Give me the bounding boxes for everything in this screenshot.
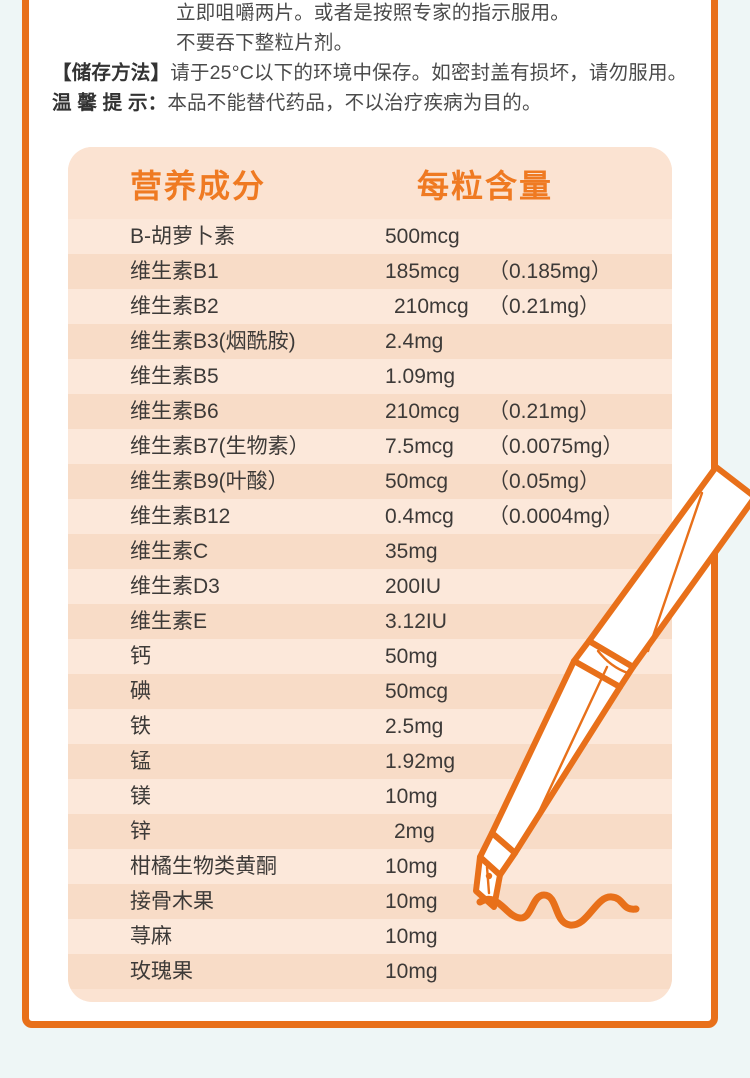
nutrient-name: 玫瑰果 <box>130 960 193 983</box>
table-row: 锰 1.92mg <box>68 744 672 779</box>
instruction-line-1: 立即咀嚼两片。或者是按照专家的指示服用。 <box>176 2 571 24</box>
nutrient-name: B-胡萝卜素 <box>130 225 235 248</box>
nutrient-name: 维生素C <box>130 540 209 563</box>
storage-text: 请于25°C以下的环境中保存。如密封盖有损坏，请勿服用。 <box>170 62 688 84</box>
nutrient-name: 锌 <box>130 820 151 843</box>
nutrient-name: 铁 <box>130 715 151 738</box>
nutrient-name: 维生素B2 <box>130 295 219 318</box>
nutrient-name: 接骨木果 <box>130 890 214 913</box>
nutrient-name: 钙 <box>130 645 151 668</box>
table-row: 荨麻 10mg <box>68 919 672 954</box>
table-row: 柑橘生物类黄酮 10mg <box>68 849 672 884</box>
nutrient-amount-converted: （0.21mg） <box>488 400 601 423</box>
nutrient-name: 维生素B12 <box>130 505 231 528</box>
table-row: 维生素B1 185mcg （0.185mg） <box>68 254 672 289</box>
table-row: 镁 10mg <box>68 779 672 814</box>
table-row: 维生素B12 0.4mcg （0.0004mg） <box>68 499 672 534</box>
column-header-amount: 每粒含量 <box>417 168 554 204</box>
nutrient-amount: 185mcg <box>385 260 460 283</box>
nutrient-amount: 200IU <box>385 575 442 598</box>
nutrient-name: 维生素B9(叶酸） <box>130 470 289 493</box>
nutrient-amount: 10mg <box>385 890 438 913</box>
tip-text: 本品不能替代药品，不以治疗疾病为目的。 <box>167 92 542 114</box>
table-row: 维生素C 35mg <box>68 534 672 569</box>
storage-line: 【储存方法】请于25°C以下的环境中保存。如密封盖有损坏，请勿服用。 <box>28 58 718 88</box>
instruction-line-2: 不要吞下整粒片剂。 <box>176 32 354 54</box>
nutrient-amount: 2.5mg <box>385 715 444 738</box>
nutrient-name: 锰 <box>130 750 151 773</box>
nutrient-amount: 10mg <box>385 960 438 983</box>
nutrient-amount: 500mcg <box>385 225 460 248</box>
storage-label: 【储存方法】 <box>52 62 171 84</box>
nutrient-amount: 2.4mg <box>385 330 444 353</box>
nutrient-name: 维生素B3(烟酰胺) <box>130 330 296 353</box>
nutrition-table-card: 营养成分 每粒含量 B-胡萝卜素 500mcg 维生素B1 185mcg （0.185m… <box>68 147 672 1002</box>
table-row: 维生素B5 1.09mg <box>68 359 672 394</box>
tip-line: 温 馨 提 示：本品不能替代药品，不以治疗疾病为目的。 <box>28 88 718 118</box>
nutrient-name: 维生素B1 <box>130 260 219 283</box>
instructions-block: 随餐服用。每日一次，每次两片。 立即咀嚼两片。或者是按照专家的指示服用。 不要吞… <box>28 0 718 118</box>
nutrient-amount: 10mg <box>385 785 438 808</box>
nutrient-amount: 3.12IU <box>385 610 447 633</box>
nutrient-amount-converted: （0.0004mg） <box>488 505 624 528</box>
nutrient-name: 维生素B6 <box>130 400 219 423</box>
column-header-nutrient: 营养成分 <box>130 168 267 204</box>
table-row: 钙 50mg <box>68 639 672 674</box>
nutrient-amount: 10mg <box>385 925 438 948</box>
nutrient-name: 维生素B5 <box>130 365 219 388</box>
nutrient-amount: 50mcg <box>385 680 449 703</box>
nutrient-amount: 50mg <box>385 645 438 668</box>
nutrient-amount-converted: （0.05mg） <box>488 470 601 493</box>
nutrient-amount-converted: （0.185mg） <box>488 260 612 283</box>
table-row: 接骨木果 10mg <box>68 884 672 919</box>
nutrient-amount-converted: （0.21mg） <box>488 295 601 318</box>
nutrient-amount: 35mg <box>385 540 438 563</box>
table-row: 锌 2mg <box>68 814 672 849</box>
table-row: 维生素B6 210mcg （0.21mg） <box>68 394 672 429</box>
nutrient-amount: 210mcg <box>394 295 469 318</box>
table-row: 维生素D3 200IU <box>68 569 672 604</box>
nutrition-table-body: B-胡萝卜素 500mcg 维生素B1 185mcg （0.185mg） 维生素B2 210… <box>68 219 672 989</box>
table-row: 维生素B9(叶酸） 50mcg （0.05mg） <box>68 464 672 499</box>
nutrient-name: 镁 <box>130 785 151 808</box>
table-row: 铁 2.5mg <box>68 709 672 744</box>
nutrient-name: 柑橘生物类黄酮 <box>130 855 277 878</box>
nutrient-name: 碘 <box>130 680 151 703</box>
nutrient-amount: 7.5mcg <box>385 435 454 458</box>
nutrient-amount: 210mcg <box>385 400 460 423</box>
nutrient-name: 维生素D3 <box>130 575 220 598</box>
nutrient-name: 维生素E <box>130 610 208 633</box>
nutrient-amount: 0.4mcg <box>385 505 454 528</box>
nutrient-amount-converted: （0.0075mg） <box>488 435 624 458</box>
table-row: B-胡萝卜素 500mcg <box>68 219 672 254</box>
table-row: 维生素E 3.12IU <box>68 604 672 639</box>
tip-label: 温 馨 提 示： <box>52 92 168 114</box>
nutrient-amount: 2mg <box>394 820 435 843</box>
nutrient-name: 维生素B7(生物素） <box>130 435 310 458</box>
nutrient-amount: 1.92mg <box>385 750 456 773</box>
table-row: 维生素B2 210mcg （0.21mg） <box>68 289 672 324</box>
table-row: 玫瑰果 10mg <box>68 954 672 989</box>
nutrient-amount: 50mcg <box>385 470 449 493</box>
table-row: 维生素B7(生物素） 7.5mcg （0.0075mg） <box>68 429 672 464</box>
nutrient-amount: 1.09mg <box>385 365 456 388</box>
table-row: 维生素B3(烟酰胺) 2.4mg <box>68 324 672 359</box>
table-row: 碘 50mcg <box>68 674 672 709</box>
nutrient-amount: 10mg <box>385 855 438 878</box>
nutrient-name: 荨麻 <box>130 925 172 948</box>
nutrition-table-header: 营养成分 每粒含量 <box>68 147 672 219</box>
